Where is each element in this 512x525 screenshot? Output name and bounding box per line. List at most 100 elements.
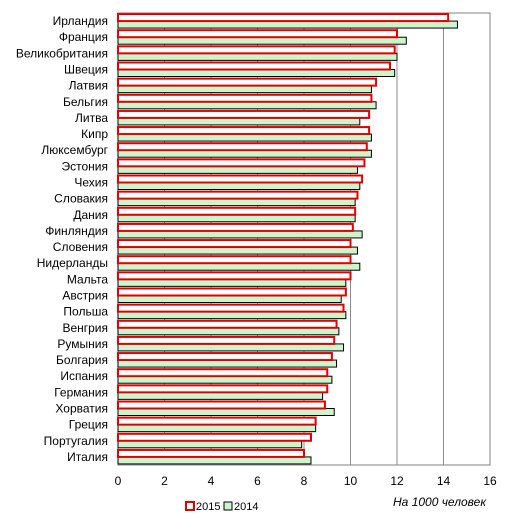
category-label-5: Бельгия [63, 95, 108, 109]
bar-2014-27 [117, 456, 312, 465]
bar-2014-3 [117, 69, 396, 77]
bar-2015-13 [117, 222, 354, 232]
bar-2015-14 [117, 239, 352, 249]
bar-2014-23 [117, 391, 324, 400]
bar-2015-16 [117, 271, 352, 281]
legend-swatch-2014 [223, 501, 233, 511]
category-label-16: Мальта [67, 272, 108, 286]
bar-2014-4 [117, 85, 372, 94]
legend-label-2014: 2014 [234, 501, 258, 513]
x-tick-label-4: 4 [208, 474, 215, 488]
category-label-1: Франция [59, 30, 108, 44]
bar-2014-17 [117, 295, 342, 303]
category-label-22: Испания [60, 369, 108, 383]
bar-2015-0 [117, 13, 450, 23]
category-label-24: Хорватия [55, 402, 108, 416]
x-tick-label-16: 16 [483, 474, 497, 488]
bar-2014-0 [117, 20, 458, 29]
bar-2015-23 [117, 384, 329, 394]
category-label-19: Венгрия [62, 321, 108, 335]
category-label-11: Словакия [54, 192, 108, 206]
bar-2015-1 [117, 29, 398, 39]
category-label-6: Литва [75, 111, 108, 125]
category-label-27: Италия [67, 450, 108, 464]
category-label-0: Ирландия [53, 14, 108, 28]
x-axis-unit-label: На 1000 человек [393, 495, 487, 509]
category-labels: Ирландия Франция Великобритания Швеция Латви… [16, 14, 109, 464]
bar-2014-12 [117, 214, 356, 223]
category-label-25: Греция [69, 418, 108, 432]
x-tick-labels: 0 2 4 6 8 10 12 14 16 [115, 474, 497, 488]
bar-2014-1 [117, 36, 407, 45]
category-label-7: Кипр [81, 127, 108, 141]
bar-2015-27 [117, 448, 305, 458]
bar-2014-24 [117, 408, 335, 416]
category-label-3: Швеция [64, 63, 108, 77]
bar-2014-6 [117, 117, 361, 126]
legend: 2015 2014 [185, 501, 258, 513]
bar-2015-22 [117, 368, 329, 378]
bar-2015-17 [117, 287, 347, 297]
category-label-14: Словения [53, 240, 108, 254]
bar-2015-21 [117, 352, 333, 362]
bar-2014-8 [117, 149, 372, 158]
bar-2015-12 [117, 206, 357, 216]
bar-2015-20 [117, 335, 336, 345]
category-label-8: Люксембург [41, 143, 108, 157]
bar-2015-19 [117, 319, 338, 329]
bar-2015-26 [117, 432, 312, 442]
bar-2014-5 [117, 101, 377, 110]
bar-2015-11 [117, 190, 359, 200]
category-label-13: Финляндия [45, 224, 108, 238]
bar-2014-2 [117, 52, 398, 61]
bar-2014-20 [117, 343, 345, 352]
category-label-26: Португалия [44, 434, 108, 448]
category-label-4: Латвия [69, 79, 108, 93]
bar-2015-10 [117, 174, 364, 184]
category-label-23: Германия [54, 385, 108, 399]
bar-2014-16 [117, 278, 347, 287]
x-tick-label-14: 14 [437, 474, 451, 488]
bar-2014-25 [117, 424, 317, 433]
category-label-20: Румыния [57, 337, 108, 351]
bar-2014-7 [117, 133, 372, 142]
category-label-10: Чехия [74, 176, 108, 190]
bar-2015-5 [117, 93, 373, 103]
bar-2015-2 [117, 45, 396, 55]
x-tick-label-0: 0 [115, 474, 122, 488]
bar-2015-25 [117, 416, 317, 426]
category-label-2: Великобритания [16, 46, 108, 60]
x-tick-label-2: 2 [161, 474, 168, 488]
bar-2015-18 [117, 303, 345, 313]
bar-2014-21 [117, 359, 338, 368]
x-tick-label-8: 8 [301, 474, 308, 488]
category-label-21: Болгария [56, 353, 108, 367]
bar-2014-14 [117, 246, 358, 255]
bar-2014-22 [117, 375, 333, 384]
category-label-18: Польша [63, 305, 108, 319]
x-tick-label-6: 6 [254, 474, 261, 488]
bar-2014-11 [117, 198, 356, 207]
category-label-15: Нидерланды [37, 256, 108, 270]
bar-2015-3 [117, 61, 392, 71]
bar-2015-8 [117, 142, 368, 152]
bars [117, 13, 458, 465]
bar-2015-15 [117, 255, 352, 265]
category-label-9: Эстония [62, 159, 109, 173]
bar-2014-15 [117, 262, 361, 271]
bar-2014-10 [117, 182, 361, 190]
legend-label-2015: 2015 [196, 501, 220, 513]
bar-2015-4 [117, 77, 378, 87]
bar-2014-18 [117, 311, 347, 320]
category-label-17: Австрия [62, 289, 108, 303]
bar-2015-7 [117, 126, 371, 136]
bar-2014-19 [117, 327, 340, 336]
x-tick-label-10: 10 [344, 474, 358, 488]
bar-2014-9 [117, 165, 358, 174]
bar-2015-9 [117, 158, 366, 168]
category-label-12: Дания [73, 208, 108, 222]
legend-swatch-2015 [185, 501, 195, 511]
x-tick-label-12: 12 [390, 474, 404, 488]
bar-2014-26 [117, 440, 303, 449]
